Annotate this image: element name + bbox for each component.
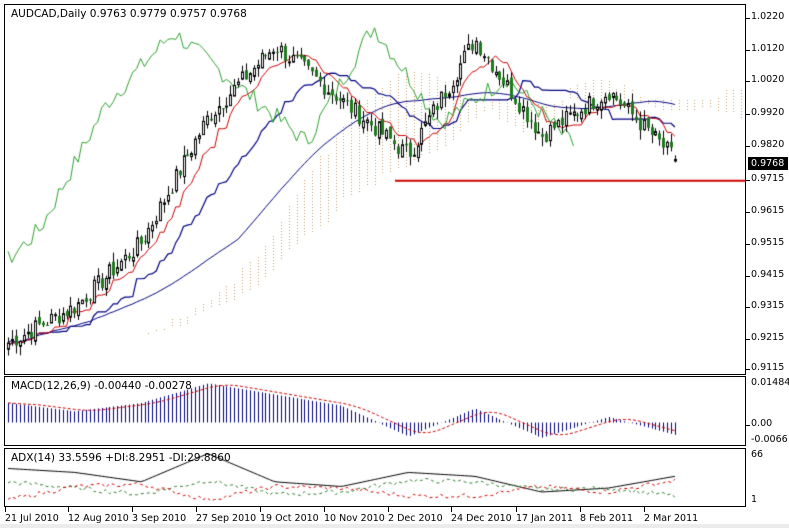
date-label: 24 Dec 2010 [451,513,512,524]
price-axis-label: 0.9415 [751,269,785,280]
price-axis-label: 0.9615 [751,205,785,216]
date-tick [644,507,645,512]
axis-tick [746,50,750,51]
price-axis-label: 0.9215 [751,332,785,343]
price-chart-canvas[interactable] [5,5,747,376]
date-label: 21 Jul 2010 [5,513,59,524]
price-axis-label: 1.0120 [751,43,785,54]
adx-axis-label: 66 [751,449,764,460]
axis-tick [746,369,750,370]
macd-axis-label: 0.00 [751,418,773,429]
macd-title: MACD(12,26,9) -0.00440 -0.00278 [11,380,192,392]
macd-axis-label: -0.0066 [751,434,788,445]
date-label: 17 Jan 2011 [516,513,573,524]
date-label: 12 Aug 2010 [68,513,129,524]
adx-canvas[interactable] [5,449,747,508]
price-axis-label: 0.9920 [751,107,785,118]
date-tick [516,507,517,512]
macd-pane[interactable]: MACD(12,26,9) -0.00440 -0.00278 [4,376,747,447]
axis-tick [746,18,750,19]
date-label: 10 Nov 2010 [324,513,385,524]
macd-canvas[interactable] [5,377,747,447]
date-tick [132,507,133,512]
axis-tick [746,276,750,277]
date-tick [324,507,325,512]
status-strip [0,524,789,528]
axis-tick [746,339,750,340]
date-label: 8 Feb 2011 [580,513,634,524]
axis-tick [746,146,750,147]
price-axis-label: 1.0220 [751,11,785,22]
axis-tick [746,244,750,245]
axis-tick [746,307,750,308]
date-label: 27 Sep 2010 [196,513,257,524]
adx-title: ADX(14) 33.5596 +DI:8.2951 -DI:29.8860 [11,452,231,464]
date-tick [580,507,581,512]
axis-tick [746,114,750,115]
date-label: 19 Oct 2010 [260,513,319,524]
price-chart-title: AUDCAD,Daily 0.9763 0.9779 0.9757 0.9768 [11,8,247,20]
axis-tick [746,425,750,426]
date-label: 2 Mar 2011 [644,513,699,524]
price-axis-label: 0.9115 [751,362,785,373]
price-axis-label: 1.0020 [751,74,785,85]
axis-tick [746,81,750,82]
price-axis-label: 0.9315 [751,300,785,311]
current-price-badge: 0.9768 [748,157,788,170]
date-tick [260,507,261,512]
date-tick [68,507,69,512]
date-label: 2 Dec 2010 [388,513,443,524]
date-tick [196,507,197,512]
date-label: 3 Sep 2010 [132,513,187,524]
date-tick [451,507,452,512]
date-tick [388,507,389,512]
adx-pane[interactable]: ADX(14) 33.5596 +DI:8.2951 -DI:29.8860 [4,448,747,508]
price-axis-label: 0.9820 [751,139,785,150]
date-tick [5,507,6,512]
adx-axis-label: 1 [751,494,758,505]
axis-tick [746,180,750,181]
axis-tick [746,212,750,213]
price-axis-label: 0.9715 [751,173,785,184]
price-chart-pane[interactable]: AUDCAD,Daily 0.9763 0.9779 0.9757 0.9768 [4,4,747,376]
macd-axis-label: 0.01484 [751,377,789,388]
price-axis-label: 0.9515 [751,237,785,248]
